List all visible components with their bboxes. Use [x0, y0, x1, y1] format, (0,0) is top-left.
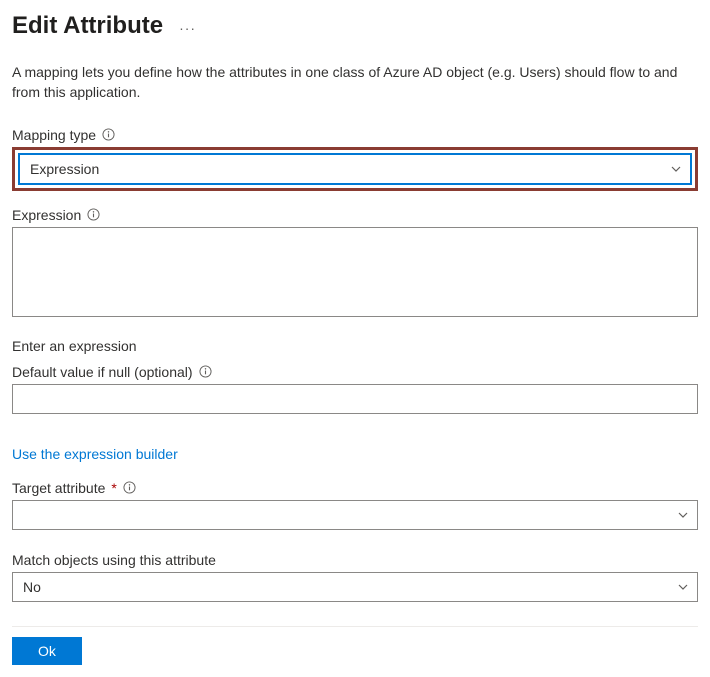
expression-label: Expression [12, 207, 698, 223]
mapping-type-label: Mapping type [12, 127, 698, 143]
match-objects-select[interactable]: No [12, 572, 698, 602]
default-value-input[interactable] [12, 384, 698, 414]
page-description: A mapping lets you define how the attrib… [12, 62, 698, 103]
info-icon[interactable] [123, 481, 136, 494]
expression-textarea[interactable] [12, 227, 698, 317]
match-objects-value: No [23, 579, 677, 595]
expression-builder-link[interactable]: Use the expression builder [12, 446, 178, 462]
required-indicator: * [111, 480, 116, 496]
info-icon[interactable] [102, 128, 115, 141]
target-attribute-label: Target attribute * [12, 480, 698, 496]
mapping-type-select[interactable]: Expression [18, 153, 692, 185]
ok-button[interactable]: Ok [12, 637, 82, 665]
more-actions-icon[interactable]: ··· [179, 16, 196, 36]
default-value-label: Default value if null (optional) [12, 364, 698, 380]
chevron-down-icon [670, 163, 682, 175]
chevron-down-icon [677, 509, 689, 521]
mapping-type-highlight: Expression [12, 147, 698, 191]
page-title: Edit Attribute [12, 12, 163, 40]
info-icon[interactable] [87, 208, 100, 221]
enter-expression-text: Enter an expression [12, 338, 698, 354]
info-icon[interactable] [199, 365, 212, 378]
match-objects-label: Match objects using this attribute [12, 552, 698, 568]
mapping-type-value: Expression [30, 161, 670, 177]
chevron-down-icon [677, 581, 689, 593]
target-attribute-select[interactable] [12, 500, 698, 530]
